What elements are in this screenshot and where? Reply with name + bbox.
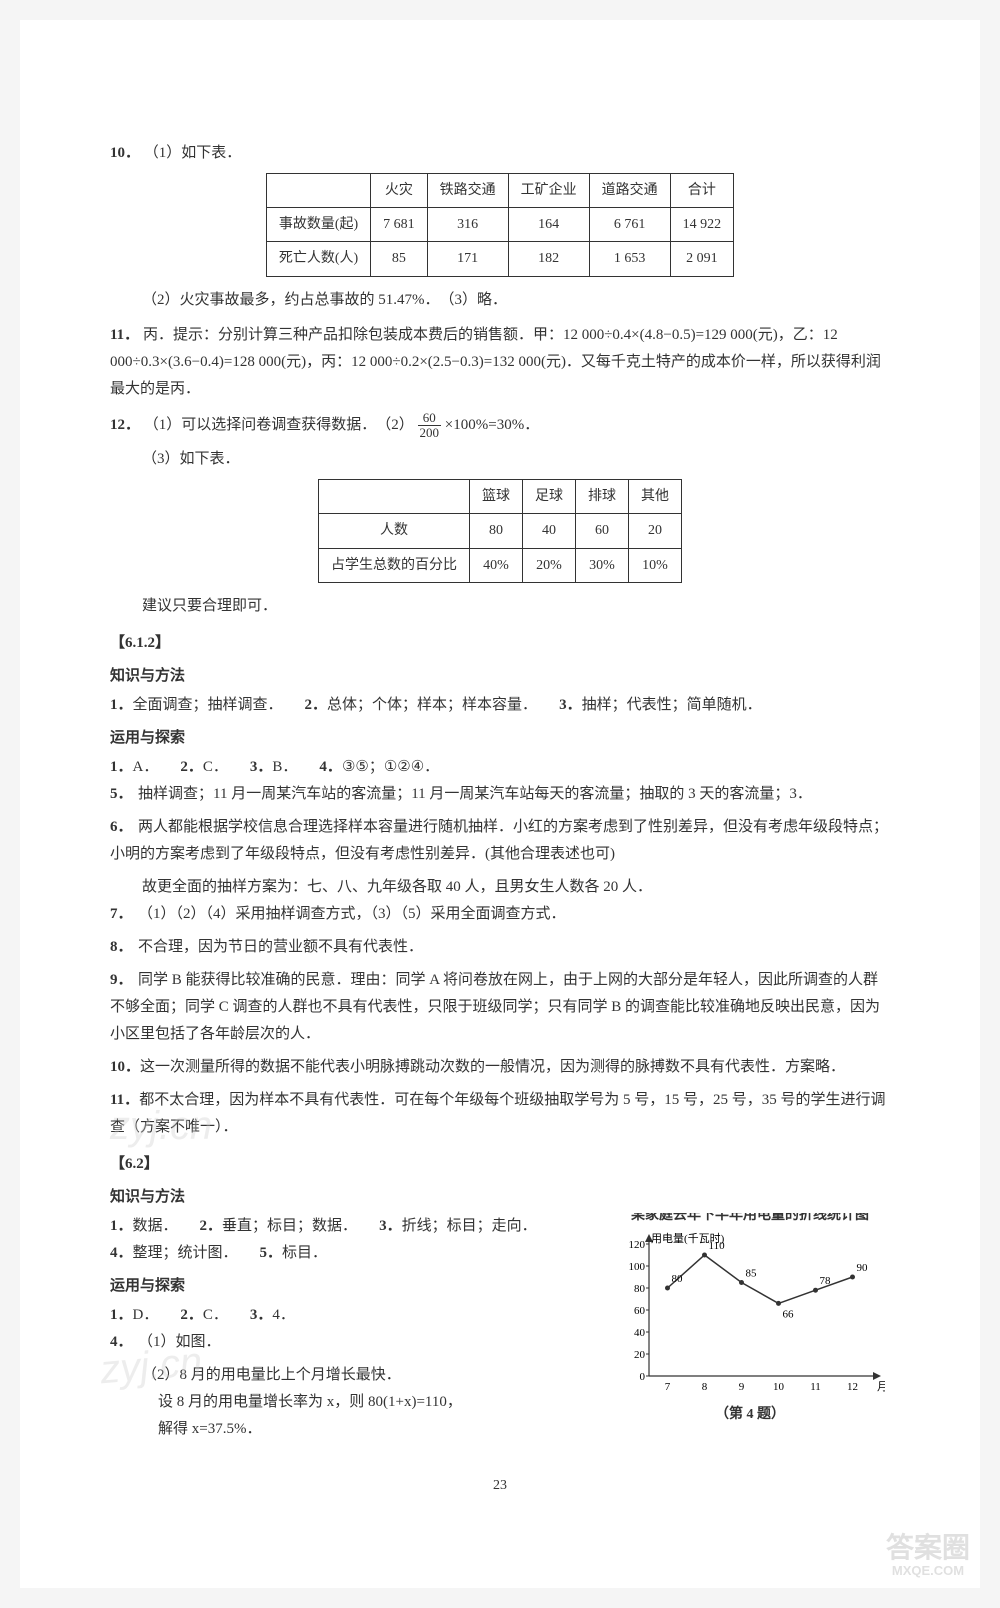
corner-watermark: 答案圈 MXQE.COM	[886, 1533, 970, 1578]
q11b-n: 11．	[110, 1087, 139, 1114]
corner-l1: 答案圈	[886, 1533, 970, 1564]
svg-text:78: 78	[820, 1275, 832, 1287]
svg-text:40: 40	[634, 1327, 646, 1339]
line-chart: 020406080100120用电量(千瓦时)789101112月份801108…	[615, 1230, 885, 1400]
q11: 11． 丙．提示：分别计算三种产品扣除包装成本费后的销售额．甲：12 000÷0…	[110, 322, 890, 403]
q12-num: 12．	[110, 412, 140, 439]
svg-text:月份: 月份	[877, 1380, 885, 1393]
chart-area: 某家庭去年下半年用电量的折线统计图 020406080100120用电量(千瓦时…	[610, 1213, 890, 1427]
q12-p2: （3）如下表．	[110, 446, 890, 473]
q6-t2: 故更全面的抽样方案为：七、八、九年级各取 40 人，且男女生人数各 20 人．	[110, 874, 890, 901]
chart-caption: （第 4 题）	[610, 1402, 890, 1427]
q6-t: 两人都能根据学校信息合理选择样本容量进行随机抽样．小红的方案考虑到了性别差异，但…	[110, 819, 888, 862]
q9-t: 同学 B 能获得比较准确的民意．理由：同学 A 将问卷放在网上，由于上网的大部分…	[110, 972, 880, 1042]
yy612-q8: 8．不合理，因为节日的营业额不具有代表性．	[110, 934, 890, 961]
svg-text:7: 7	[665, 1381, 671, 1393]
q10b-t: 这一次测量所得的数据不能代表小明脉搏跳动次数的一般情况，因为测得的脉搏数不具有代…	[140, 1059, 845, 1075]
section-612: 【6.1.2】	[110, 630, 890, 657]
page: zyj.cn zyj.cn 10． （1）如下表． 火灾铁路交通工矿企业道路交通…	[20, 20, 980, 1588]
yy-head-612: 运用与探索	[110, 725, 890, 752]
q5-n: 5．	[110, 781, 138, 808]
svg-text:80: 80	[672, 1273, 684, 1285]
q4-p1: （1）如图．	[138, 1334, 221, 1350]
page-number: 23	[110, 1473, 890, 1498]
svg-text:66: 66	[783, 1308, 795, 1320]
yy62-q4: 4．（1）如图．	[110, 1329, 598, 1356]
q12-p3: 建议只要合理即可．	[110, 593, 890, 620]
svg-text:20: 20	[634, 1349, 646, 1361]
yy612-q6: 6．两人都能根据学校信息合理选择样本容量进行随机抽样．小红的方案考虑到了性别差异…	[110, 814, 890, 868]
km62-row2: 4．整理；统计图．5．标目．	[110, 1240, 598, 1267]
q10-p1: （1）如下表．	[144, 145, 242, 161]
q12-p1b: ×100%=30%．	[445, 417, 539, 433]
q11b-t: 都不太合理，因为样本不具有代表性．可在每个年级每个班级抽取学号为 5 号，15 …	[110, 1092, 885, 1135]
svg-text:12: 12	[847, 1381, 858, 1393]
frac-bot: 200	[418, 426, 442, 440]
yy612-q5: 5．抽样调查；11 月一周某汽车站的客流量；11 月一周某汽车站每天的客流量；抽…	[110, 781, 890, 808]
svg-text:100: 100	[629, 1261, 646, 1273]
q4-p3: 设 8 月的用电量增长率为 x，则 80(1+x)=110，	[110, 1389, 598, 1416]
q9-n: 9．	[110, 967, 138, 994]
q8-t: 不合理，因为节日的营业额不具有代表性．	[138, 939, 423, 955]
km-612-line: 1．全面调查；抽样调查．2．总体；个体；样本；样本容量．3．抽样；代表性；简单随…	[110, 692, 890, 719]
q8-n: 8．	[110, 934, 138, 961]
q4-p2: （2）8 月的用电量比上个月增长最快．	[110, 1362, 598, 1389]
q12-frac: 60 200	[418, 411, 442, 441]
q11-num: 11．	[110, 322, 139, 349]
q10-table: 火灾铁路交通工矿企业道路交通合计事故数量(起)7 6813161646 7611…	[266, 173, 734, 277]
yy-head-62: 运用与探索	[110, 1273, 598, 1300]
q10b-n: 10．	[110, 1054, 140, 1081]
svg-text:11: 11	[810, 1381, 821, 1393]
q4-p4: 解得 x=37.5%．	[110, 1416, 598, 1443]
left-col: 1．数据．2．垂直；标目；数据．3．折线；标目；走向． 4．整理；统计图．5．标…	[110, 1213, 598, 1443]
q10: 10． （1）如下表．	[110, 140, 890, 167]
corner-l2: MXQE.COM	[886, 1564, 970, 1578]
chart-title: 某家庭去年下半年用电量的折线统计图	[610, 1213, 890, 1228]
yy612-q7: 7．（1）（2）（4）采用抽样调查方式，（3）（5）采用全面调查方式．	[110, 901, 890, 928]
q7-t: （1）（2）（4）采用抽样调查方式，（3）（5）采用全面调查方式．	[138, 906, 566, 922]
km62-row1: 1．数据．2．垂直；标目；数据．3．折线；标目；走向．	[110, 1213, 598, 1240]
bottom-block: 某家庭去年下半年用电量的折线统计图 020406080100120用电量(千瓦时…	[110, 1213, 890, 1443]
q11-text: 丙．提示：分别计算三种产品扣除包装成本费后的销售额．甲：12 000÷0.4×(…	[110, 327, 881, 397]
km-head-62: 知识与方法	[110, 1184, 890, 1211]
svg-text:9: 9	[739, 1381, 745, 1393]
frac-top: 60	[418, 411, 442, 426]
q10-num: 10．	[110, 140, 140, 167]
svg-text:80: 80	[634, 1283, 646, 1295]
yy612-q11: 11．都不太合理，因为样本不具有代表性．可在每个年级每个班级抽取学号为 5 号，…	[110, 1087, 890, 1141]
q4-n: 4．	[110, 1329, 138, 1356]
section-62: 【6.2】	[110, 1151, 890, 1178]
yy-612-short: 1．A．2．C．3．B．4．③⑤；①②④．	[110, 754, 890, 781]
svg-text:120: 120	[629, 1239, 646, 1251]
yy62-short: 1．D．2．C．3．4．	[110, 1302, 598, 1329]
q12: 12． （1）可以选择问卷调查获得数据． （2） 60 200 ×100%=30…	[110, 411, 890, 441]
q12-table: 篮球足球排球其他人数80406020占学生总数的百分比40%20%30%10%	[318, 479, 682, 583]
svg-text:8: 8	[702, 1381, 708, 1393]
svg-text:90: 90	[857, 1262, 869, 1274]
svg-text:0: 0	[640, 1371, 646, 1383]
yy612-q9: 9．同学 B 能获得比较准确的民意．理由：同学 A 将问卷放在网上，由于上网的大…	[110, 967, 890, 1048]
km-head-612: 知识与方法	[110, 663, 890, 690]
q10-p2: （2）火灾事故最多，约占总事故的 51.47%． （3）略．	[110, 287, 890, 314]
svg-text:85: 85	[746, 1267, 758, 1279]
q5-t: 抽样调查；11 月一周某汽车站的客流量；11 月一周某汽车站每天的客流量；抽取的…	[138, 786, 812, 802]
q7-n: 7．	[110, 901, 138, 928]
svg-text:60: 60	[634, 1305, 646, 1317]
svg-text:110: 110	[709, 1240, 726, 1252]
yy612-q10: 10．这一次测量所得的数据不能代表小明脉搏跳动次数的一般情况，因为测得的脉搏数不…	[110, 1054, 890, 1081]
svg-text:10: 10	[773, 1381, 785, 1393]
q12-p1a: （1）可以选择问卷调查获得数据． （2）	[144, 417, 414, 433]
q6-n: 6．	[110, 814, 138, 841]
